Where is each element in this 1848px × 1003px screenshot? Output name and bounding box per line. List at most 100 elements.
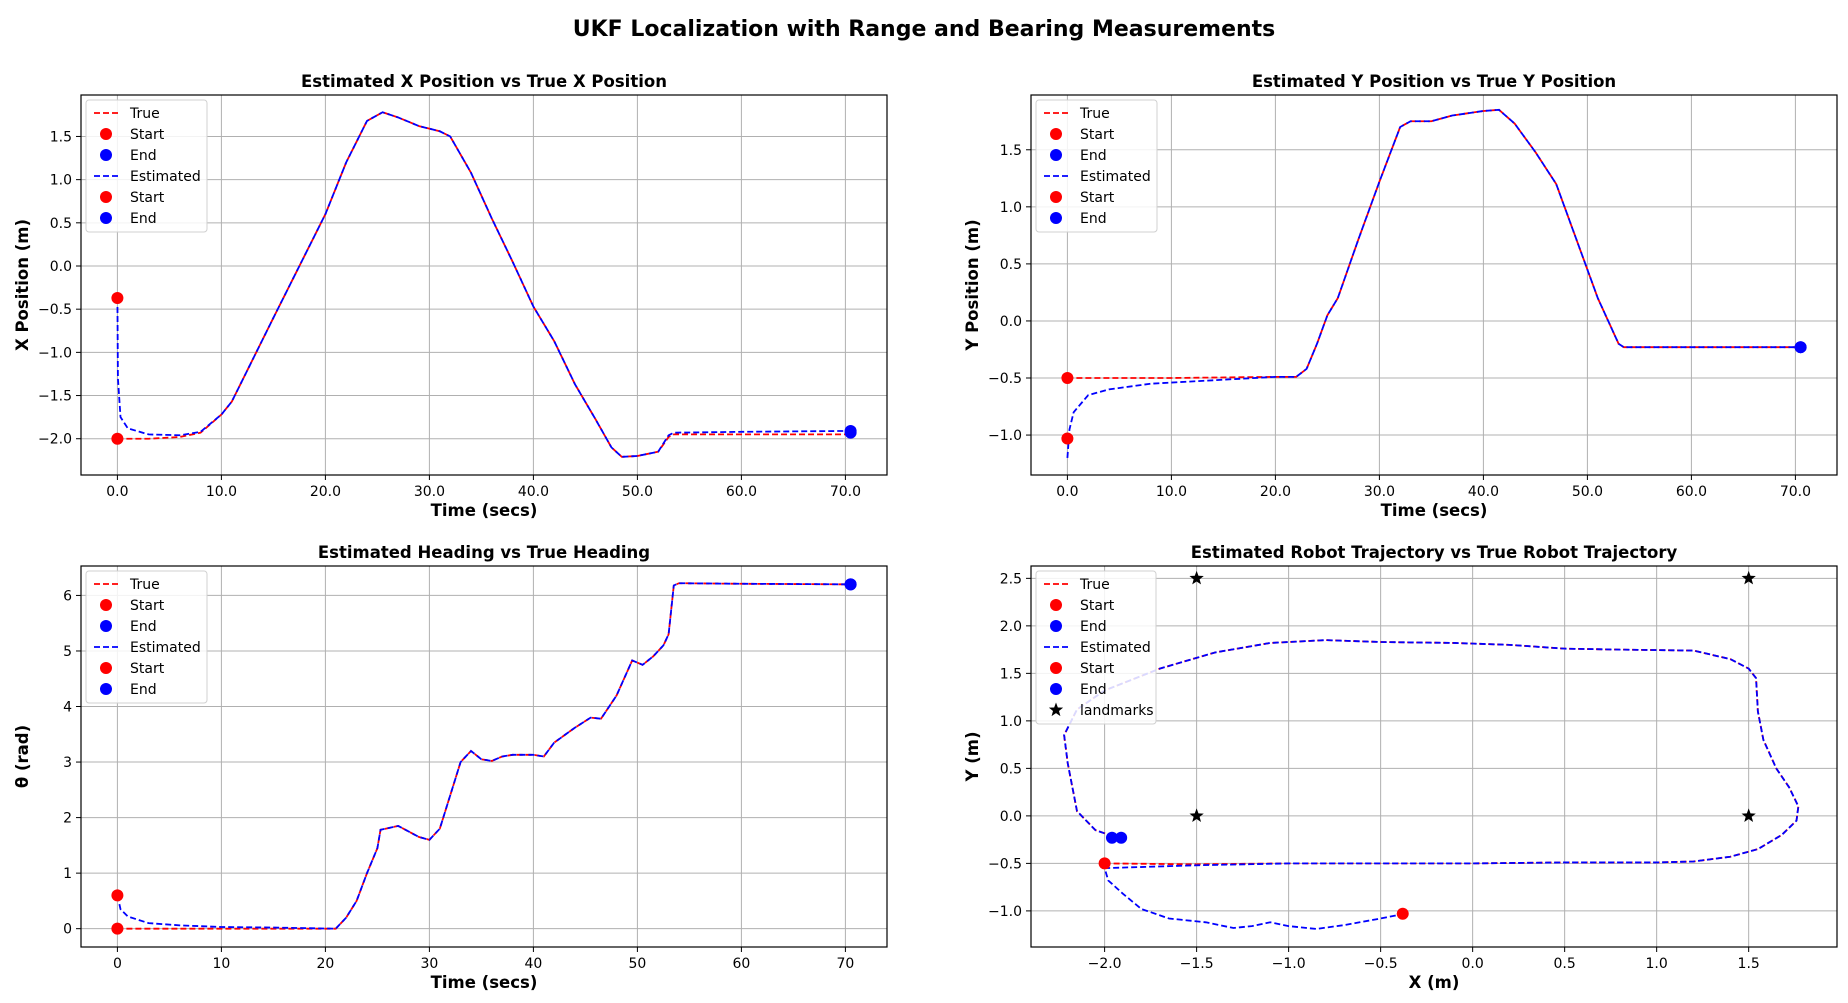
- x-tick-label: 50: [628, 956, 646, 972]
- y-tick-label: 1.0: [1000, 200, 1022, 216]
- legend-label: True: [1079, 577, 1110, 593]
- x-tick-label: 40.0: [1468, 484, 1499, 500]
- y-tick-label: 3: [63, 755, 72, 771]
- x-tick-label: 70.0: [830, 484, 861, 500]
- series-line-estimated: [116, 582, 851, 930]
- start-marker: [1061, 432, 1074, 445]
- plot-area: [81, 95, 887, 475]
- chart-theta: 0 10 20 30 40 50 60 70 0 1 2 3 4 5 6 Estimated Heading …: [13, 543, 888, 992]
- legend-label: Estimated: [130, 640, 201, 656]
- legend-label: End: [130, 148, 157, 164]
- legend-label: Estimated: [130, 169, 201, 185]
- axes-frame: [1030, 94, 1838, 476]
- y-tick-label: −0.5: [38, 302, 72, 318]
- y-tick-label: 1.5: [50, 129, 72, 145]
- legend-start-marker: [1050, 662, 1062, 674]
- x-tick-label: 40.0: [518, 484, 549, 500]
- x-tick-label: −2.0: [1088, 956, 1122, 972]
- x-tick-label: 0.5: [1554, 956, 1576, 972]
- y-tick-label: 1.5: [1000, 143, 1022, 159]
- y-tick-label: 1.5: [1000, 666, 1022, 682]
- x-tick-label: 0.0: [1056, 484, 1078, 500]
- legend-label: landmarks: [1080, 703, 1154, 719]
- series-line-estimated: [1063, 639, 1800, 930]
- y-tick-label: 1.0: [1000, 714, 1022, 730]
- y-tick-label: 0.0: [1000, 314, 1022, 330]
- figure-title: UKF Localization with Range and Bearing …: [573, 17, 1276, 42]
- legend-label: End: [130, 682, 157, 698]
- legend-start-marker: [100, 191, 112, 203]
- landmark-marker: [1741, 808, 1756, 822]
- landmark-marker: [1189, 570, 1204, 585]
- legend-box: [1035, 99, 1158, 233]
- x-tick-label: 30: [420, 956, 438, 972]
- legend-end-marker: [1050, 212, 1062, 224]
- legend-label: Start: [1080, 598, 1115, 614]
- start-marker: [111, 432, 124, 445]
- y-tick-label: 0: [63, 922, 72, 938]
- y-axis-label: θ (rad): [13, 725, 32, 788]
- legend: True Start End Estimated Start End: [85, 570, 208, 704]
- axes-frame: [1030, 565, 1838, 948]
- y-tick-label: −1.0: [988, 428, 1022, 444]
- x-tick-label: 20.0: [1260, 484, 1291, 500]
- x-tick-label: 1.5: [1738, 956, 1760, 972]
- legend-box: [1035, 570, 1157, 725]
- legend-label: True: [1079, 106, 1110, 122]
- legend-label: End: [1080, 211, 1107, 227]
- legend: True Start End Estimated Start End landmarks: [1035, 570, 1157, 725]
- x-tick-label: 30.0: [414, 484, 445, 500]
- plot-area: [81, 566, 887, 947]
- y-axis-label: Y (m): [963, 732, 982, 783]
- y-tick-label: 2.5: [1000, 571, 1022, 587]
- chart-x: 0.0 10.0 20.0 30.0 40.0 50.0 60.0 70.0 −2.0 −1.5 −…: [13, 72, 888, 520]
- legend: True Start End Estimated Start End: [85, 99, 208, 233]
- legend: True Start End Estimated Start End: [1035, 99, 1158, 233]
- y-tick-label: −1.0: [38, 345, 72, 361]
- x-tick-label: 50.0: [622, 484, 653, 500]
- legend-end-marker: [1050, 620, 1062, 632]
- legend-label: Start: [130, 127, 165, 143]
- legend-end-marker: [100, 620, 112, 632]
- end-marker: [844, 424, 857, 437]
- legend-start-marker: [1050, 128, 1062, 140]
- legend-start-marker: [1050, 191, 1062, 203]
- chart-title: Estimated Robot Trajectory vs True Robot…: [1191, 543, 1678, 562]
- legend-label: Start: [1080, 661, 1115, 677]
- x-tick-label: 60: [732, 956, 750, 972]
- legend-start-marker: [100, 128, 112, 140]
- end-marker: [1794, 341, 1807, 354]
- legend-landmark-marker: [1048, 702, 1064, 717]
- legend-box: [85, 99, 208, 233]
- legend-end-marker: [100, 149, 112, 161]
- chart-traj: −2.0 −1.5 −1.0 −0.5 0.0 0.5 1.0 1.5 −1.0 −0.5 0.0 0…: [963, 543, 1838, 992]
- chart-y: 0.0 10.0 20.0 30.0 40.0 50.0 60.0 70.0 −1.0 −0.5 0…: [963, 72, 1838, 520]
- x-axis-label: X (m): [1409, 973, 1460, 992]
- x-tick-label: 40: [524, 956, 542, 972]
- chart-title: Estimated Y Position vs True Y Position: [1252, 72, 1616, 91]
- x-tick-label: −0.5: [1364, 956, 1398, 972]
- y-tick-label: 6: [63, 588, 72, 604]
- y-axis-label: X Position (m): [13, 219, 32, 351]
- start-marker: [1396, 907, 1409, 920]
- x-tick-label: 60.0: [1676, 484, 1707, 500]
- y-tick-label: 0.5: [1000, 257, 1022, 273]
- x-axis-label: Time (secs): [1381, 501, 1488, 520]
- x-tick-label: 10.0: [206, 484, 237, 500]
- end-marker: [844, 578, 857, 591]
- end-marker: [1105, 831, 1118, 844]
- y-tick-label: −0.5: [988, 371, 1022, 387]
- x-tick-label: 60.0: [726, 484, 757, 500]
- legend-label: End: [130, 619, 157, 635]
- x-tick-label: 50.0: [1572, 484, 1603, 500]
- y-tick-label: 0.0: [1000, 809, 1022, 825]
- x-tick-label: 10.0: [1156, 484, 1187, 500]
- plot-area: [1031, 566, 1837, 947]
- legend-label: End: [1080, 682, 1107, 698]
- legend-label: End: [1080, 148, 1107, 164]
- x-tick-label: −1.5: [1180, 956, 1214, 972]
- y-tick-label: −1.0: [988, 904, 1022, 920]
- legend-end-marker: [1050, 683, 1062, 695]
- legend-label: Start: [1080, 127, 1115, 143]
